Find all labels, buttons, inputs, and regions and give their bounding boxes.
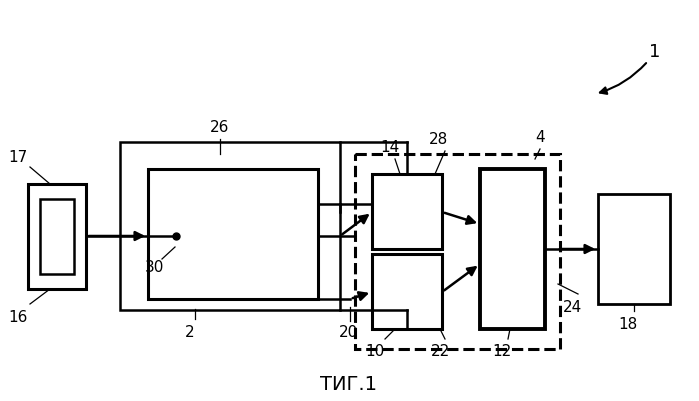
Text: 12: 12	[492, 344, 512, 358]
Text: 4: 4	[535, 130, 545, 145]
Text: 28: 28	[428, 132, 447, 147]
Bar	[40, 200, 74, 274]
Text: ΤИГ.1: ΤИГ.1	[321, 375, 377, 393]
Text: 1: 1	[649, 43, 661, 61]
Bar	[28, 184, 86, 289]
Bar	[148, 170, 318, 299]
Text: 2: 2	[185, 325, 195, 340]
Bar	[355, 155, 560, 349]
Bar	[598, 194, 670, 304]
Text: 16: 16	[8, 310, 28, 325]
Text: 22: 22	[431, 344, 449, 358]
Text: 14: 14	[380, 140, 400, 155]
Bar	[480, 170, 545, 329]
Text: 26: 26	[210, 120, 230, 135]
Text: 18: 18	[619, 317, 637, 332]
Bar	[372, 174, 442, 249]
Text: 30: 30	[145, 260, 165, 275]
Text: 17: 17	[8, 150, 28, 165]
Bar	[120, 143, 340, 310]
Text: 10: 10	[366, 344, 384, 358]
Bar	[372, 254, 442, 329]
Text: 20: 20	[338, 325, 358, 340]
Text: 24: 24	[563, 300, 582, 315]
